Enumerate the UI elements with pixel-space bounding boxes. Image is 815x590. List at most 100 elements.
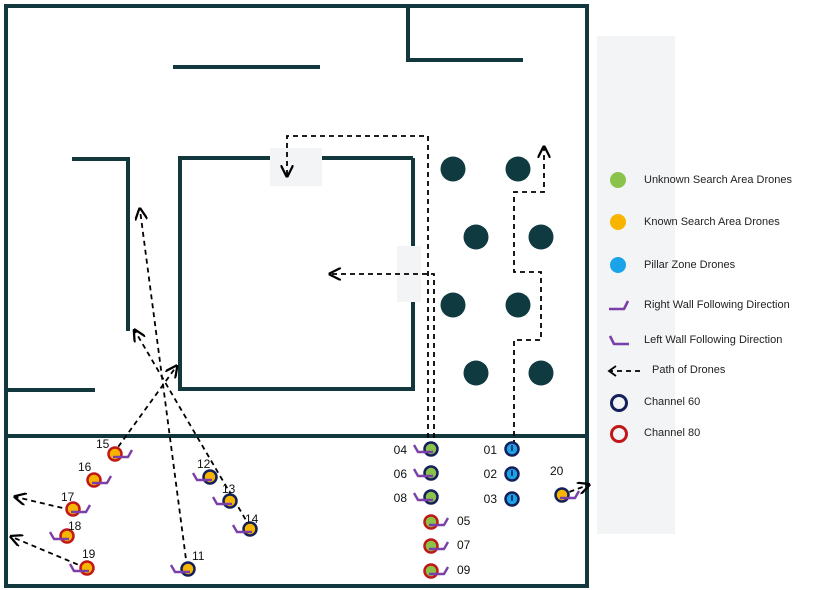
drone-label: 14 [245, 512, 259, 526]
pillar [505, 292, 531, 318]
right-wall-arrow-icon [560, 490, 581, 500]
drone-label: 20 [550, 464, 564, 478]
drone-paths [12, 135, 588, 569]
drone-05: 05 [423, 514, 471, 530]
dashed-arrow-icon [607, 365, 640, 377]
drone-marker [65, 501, 81, 517]
drone-marker [180, 561, 196, 577]
drone-marker [423, 489, 439, 505]
right-wall-arrow-icon [429, 566, 450, 576]
legend-label: Channel 80 [644, 427, 701, 439]
blue-dot-icon [610, 257, 626, 273]
drone-label: 02 [484, 467, 498, 481]
walls [4, 4, 589, 588]
right-arrow-icon [609, 300, 630, 311]
drone-label: 04 [394, 443, 408, 457]
drone-20: 20 [550, 464, 581, 503]
drone-label: 13 [222, 482, 236, 496]
drone-marker [222, 493, 238, 509]
drone-17: 17 [61, 490, 92, 517]
wall-segment [406, 6, 523, 62]
right-wall-arrow-icon [113, 449, 134, 459]
drone-label: 05 [457, 514, 471, 528]
drone-label: 16 [78, 460, 92, 474]
drone-07: 07 [423, 538, 471, 554]
left-wall-arrow-icon [412, 492, 433, 502]
green-dot-icon [610, 172, 626, 188]
legend-item-pillar: Pillar Zone Drones [606, 254, 735, 276]
path-line [513, 148, 544, 445]
drone-label: 08 [394, 491, 408, 505]
path-line [331, 274, 435, 447]
drone-label: 06 [394, 467, 408, 481]
left-wall-arrow-icon [412, 468, 433, 478]
right-wall-arrow-icon [71, 504, 92, 514]
red-ring-icon [610, 425, 628, 443]
left-wall-arrow-icon [231, 524, 252, 534]
yellow-dot-icon [610, 214, 626, 230]
path-line [16, 497, 72, 511]
pillars [440, 156, 554, 386]
legend-label: Unknown Search Area Drones [644, 174, 792, 186]
drone-09: 09 [423, 563, 471, 579]
right-wall-arrow-icon [429, 541, 450, 551]
room-wall [178, 156, 415, 391]
pillar [440, 292, 466, 318]
legend-item-right-wall: Right Wall Following Direction [606, 294, 790, 316]
legend-label: Known Search Area Drones [644, 216, 780, 228]
path-line [140, 210, 188, 568]
legend-label: Channel 60 [644, 396, 701, 408]
door-opening-top [270, 148, 322, 186]
drone-marker [202, 469, 218, 485]
left-wall-arrow-icon [48, 531, 69, 541]
left-wall-arrow-icon [169, 564, 190, 574]
drone-label: 11 [192, 549, 205, 563]
drone-04: 04 [394, 441, 439, 457]
right-wall-arrow-icon [429, 517, 450, 527]
drone-label: 18 [68, 519, 82, 533]
drone-marker [554, 487, 570, 503]
drone-11: 11 [169, 549, 205, 577]
legend-label: Path of Drones [652, 364, 726, 376]
drone-label: 15 [96, 437, 110, 451]
left-wall-arrow-icon [68, 563, 89, 573]
pillar [505, 156, 531, 182]
right-wall-arrow-icon [92, 475, 113, 485]
drone-18: 18 [48, 519, 82, 544]
legend-label: Pillar Zone Drones [644, 259, 736, 271]
legend-item-channel-80: Channel 80 [606, 422, 700, 444]
pillar [463, 224, 489, 250]
drone-label: 09 [457, 563, 471, 577]
drone-label: 01 [484, 443, 498, 457]
drone-label: 17 [61, 490, 75, 504]
drone-marker [79, 560, 95, 576]
drone-label: 12 [197, 457, 211, 471]
drone-marker [423, 514, 439, 530]
left-arrow-icon [608, 335, 629, 346]
drone-14: 14 [231, 512, 259, 537]
legend-item-known: Known Search Area Drones [606, 211, 780, 233]
drone-06: 06 [394, 465, 439, 481]
legend-panel [597, 36, 675, 534]
drone-marker [86, 472, 102, 488]
drone-marker [423, 441, 439, 457]
navy-ring-icon [610, 394, 628, 412]
drone-marker [423, 465, 439, 481]
drone-marker [423, 538, 439, 554]
drone-label: 19 [82, 547, 96, 561]
legend-item-path: Path of Drones [606, 359, 725, 381]
left-wall-arrow-icon [191, 472, 212, 482]
legend-label: Left Wall Following Direction [644, 334, 783, 346]
drone-15: 15 [96, 437, 134, 462]
pillar [440, 156, 466, 182]
drone-label: 07 [457, 538, 471, 552]
pillar [528, 224, 554, 250]
wall-segment [72, 157, 130, 331]
path-line [12, 537, 87, 569]
pillar [463, 360, 489, 386]
legend-label: Right Wall Following Direction [644, 299, 790, 311]
drone-02: 02 [484, 466, 520, 482]
drone-01: 01 [484, 441, 520, 457]
drone-label: 03 [484, 492, 498, 506]
